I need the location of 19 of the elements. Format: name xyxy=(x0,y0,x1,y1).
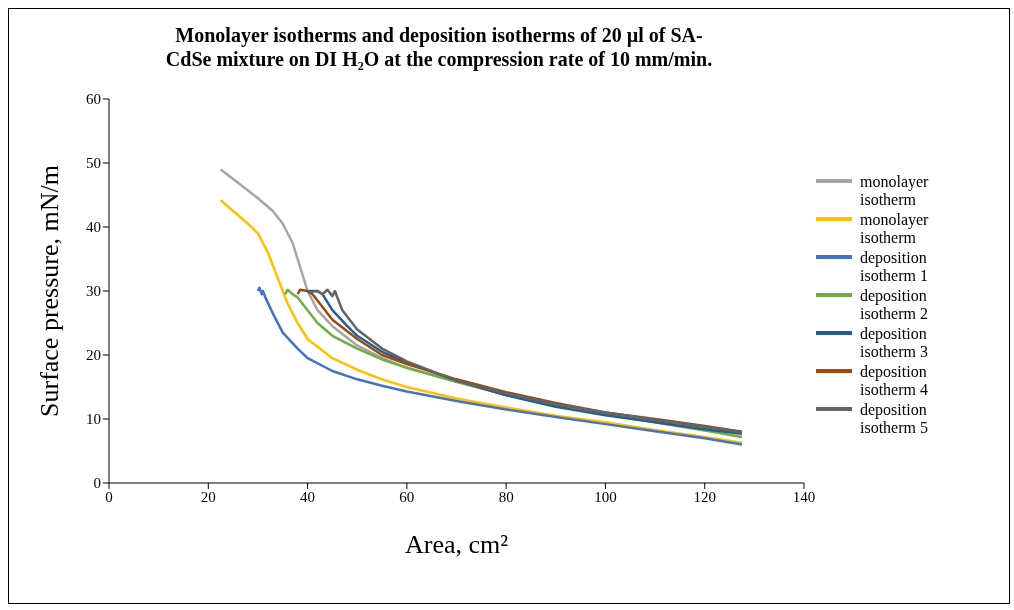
y-tick-label: 10 xyxy=(86,411,101,428)
x-tick-label: 60 xyxy=(399,488,415,505)
y-tick-label: 40 xyxy=(86,219,101,236)
x-tick-label: 120 xyxy=(693,488,716,505)
x-axis-title: Area, cm² xyxy=(404,530,509,559)
x-tick-label: 40 xyxy=(300,488,316,505)
y-tick-label: 30 xyxy=(86,283,101,300)
y-tick-label: 20 xyxy=(86,347,101,364)
x-tick-label: 80 xyxy=(498,488,514,505)
x-tick-label: 20 xyxy=(200,488,216,505)
chart-title: Monolayer isotherms and deposition isotherms of 20 µl of SA- CdSe mixture on DI H₂O at the compression rate of 10 mm/min. xyxy=(164,23,714,71)
x-tick-label: 100 xyxy=(594,488,617,505)
y-tick-label: 50 xyxy=(86,155,101,172)
x-tick-label: 0 xyxy=(105,488,113,505)
y-tick-label: 0 xyxy=(93,475,101,492)
y-axis-title: Surface pressure, mN/m xyxy=(35,165,65,417)
x-tick-label: 140 xyxy=(792,488,816,505)
legend-label: deposition isotherm 5 xyxy=(860,401,929,437)
y-tick-label: 60 xyxy=(86,91,101,108)
